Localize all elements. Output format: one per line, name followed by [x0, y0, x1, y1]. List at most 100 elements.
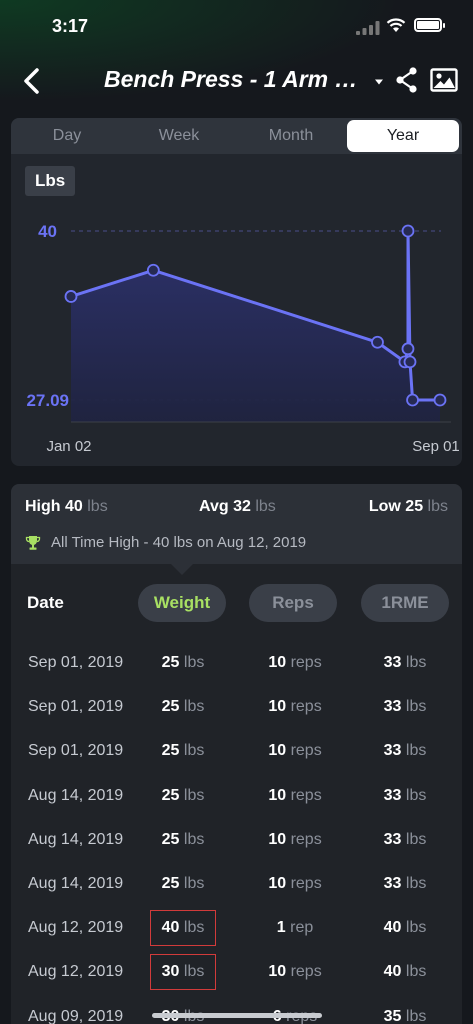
row-reps-value: 10: [268, 742, 287, 760]
status-time: 3:17: [52, 16, 89, 36]
row-reps-unit: reps: [290, 963, 322, 981]
row-date: Aug 12, 2019: [28, 963, 124, 981]
row-1rme: 35 lbs: [361, 1008, 449, 1024]
highlight-box: [150, 910, 216, 947]
row-1rme-value: 33: [383, 698, 402, 716]
back-button[interactable]: [18, 66, 48, 96]
1rme-filter-button[interactable]: 1RME: [361, 584, 449, 622]
weight-filter-button[interactable]: Weight: [138, 584, 226, 622]
stat-avg-unit: lbs: [255, 498, 276, 515]
row-weight-value: 30: [161, 963, 180, 981]
reps-filter-button[interactable]: Reps: [249, 584, 337, 622]
row-1rme-value: 40: [383, 963, 402, 981]
chart-data-point: [401, 224, 415, 238]
table-row[interactable]: Sep 01, 2019 25 lbs 10 reps 33 lbs: [11, 687, 462, 731]
row-reps-unit: reps: [290, 786, 322, 804]
x-tick-label: Sep 01: [412, 438, 460, 455]
weight-chart[interactable]: 40 27.09 Jan 02 Sep 01: [11, 118, 462, 466]
wifi-icon: [386, 18, 406, 32]
table-row[interactable]: Aug 14, 2019 25 lbs 10 reps 33 lbs: [11, 776, 462, 820]
row-weight: 30 lbs: [151, 963, 215, 981]
tab-month[interactable]: Month: [268, 127, 314, 144]
row-1rme-unit: lbs: [405, 963, 427, 981]
row-weight-value: 40: [161, 919, 180, 937]
row-reps-value: 10: [268, 830, 287, 848]
row-1rme-unit: lbs: [405, 742, 427, 760]
row-reps-value: 10: [268, 963, 287, 981]
row-weight-value: 25: [161, 874, 180, 892]
status-bar: 3:17: [0, 0, 473, 52]
chart-data-point: [371, 335, 384, 349]
chart-area-fill: [71, 231, 440, 422]
tab-day[interactable]: Day: [52, 127, 82, 144]
chevron-down-icon[interactable]: [374, 79, 384, 85]
row-date: Aug 12, 2019: [28, 919, 124, 937]
share-button[interactable]: [394, 66, 420, 94]
row-weight-value: 25: [161, 654, 180, 671]
all-time-high-text: All Time High - 40 lbs on Aug 12, 2019: [51, 534, 307, 551]
table-row[interactable]: Aug 14, 2019 25 lbs 10 reps 33 lbs: [11, 864, 462, 908]
stat-high-unit: lbs: [87, 498, 108, 515]
row-1rme: 33 lbs: [361, 698, 449, 716]
row-1rme-value: 33: [383, 874, 402, 892]
row-1rme-value: 40: [383, 919, 402, 937]
table-row[interactable]: Aug 12, 2019 40 lbs 1 rep 40 lbs: [11, 908, 462, 952]
row-1rme-unit: lbs: [405, 874, 427, 892]
row-reps-unit: reps: [290, 654, 322, 671]
row-weight-unit: lbs: [183, 830, 205, 848]
row-reps-unit: reps: [290, 830, 322, 848]
highlight-box: [150, 954, 216, 991]
trophy-icon: [25, 535, 41, 550]
row-weight: 25 lbs: [151, 742, 215, 760]
row-reps-unit: rep: [290, 919, 314, 937]
chart-data-point: [146, 263, 160, 277]
row-1rme: 40 lbs: [361, 963, 449, 981]
stats-summary: High 40 lbs Avg 32 lbs Low 25 lbs All Ti…: [11, 484, 462, 564]
column-date[interactable]: Date: [27, 593, 64, 612]
chart-data-point: [406, 393, 419, 407]
row-1rme-value: 35: [383, 1007, 402, 1024]
row-weight: 25 lbs: [151, 831, 215, 849]
row-1rme-unit: lbs: [405, 919, 427, 937]
row-reps-unit: reps: [290, 742, 322, 760]
nav-bar: Bench Press - 1 Arm D...: [0, 56, 473, 106]
unit-badge: Lbs: [25, 166, 76, 196]
row-weight-unit: lbs: [183, 786, 205, 804]
chart-data-point: [403, 355, 417, 369]
row-1rme-unit: lbs: [405, 698, 427, 716]
row-reps-value: 10: [268, 698, 287, 716]
row-weight-value: 25: [161, 698, 180, 716]
row-date: Sep 01, 2019: [28, 654, 124, 671]
row-1rme-unit: lbs: [405, 1007, 427, 1024]
table-row[interactable]: Sep 01, 2019 25 lbs 10 reps 33 lbs: [11, 643, 462, 687]
stat-high-value: High 40: [25, 498, 83, 515]
image-button[interactable]: [430, 68, 458, 92]
exercise-title[interactable]: Bench Press - 1 Arm D...: [104, 66, 370, 92]
row-1rme-value: 33: [383, 742, 402, 760]
row-reps: 10 reps: [251, 875, 339, 893]
x-tick-label: Jan 02: [46, 438, 91, 455]
table-row[interactable]: Sep 01, 2019 25 lbs 10 reps 33 lbs: [11, 731, 462, 775]
row-reps: 10 reps: [251, 654, 339, 672]
row-reps-value: 1: [276, 919, 286, 937]
row-weight-value: 25: [161, 786, 180, 804]
row-reps-unit: reps: [290, 874, 322, 892]
tab-year[interactable]: Year: [347, 120, 459, 152]
row-1rme: 40 lbs: [361, 919, 449, 937]
stat-avg: Avg 32 lbs: [199, 498, 276, 516]
stat-low-unit: lbs: [427, 498, 448, 515]
row-reps: 10 reps: [251, 742, 339, 760]
chart-data-point: [401, 342, 415, 356]
row-date: Aug 14, 2019: [28, 874, 124, 892]
y-tick-label: 27.09: [26, 391, 69, 410]
chart-card: Day Week Month Year Lbs 40 27.09 Jan 02 Sep…: [11, 118, 462, 466]
table-row[interactable]: Aug 14, 2019 25 lbs 10 reps 33 lbs: [11, 820, 462, 864]
row-reps: 10 reps: [251, 831, 339, 849]
row-reps: 10 reps: [251, 963, 339, 981]
row-weight-unit: lbs: [183, 654, 205, 671]
row-1rme: 33 lbs: [361, 787, 449, 805]
home-indicator: [152, 1013, 322, 1018]
tab-week[interactable]: Week: [158, 127, 200, 144]
table-row[interactable]: Aug 12, 2019 30 lbs 10 reps 40 lbs: [11, 952, 462, 996]
